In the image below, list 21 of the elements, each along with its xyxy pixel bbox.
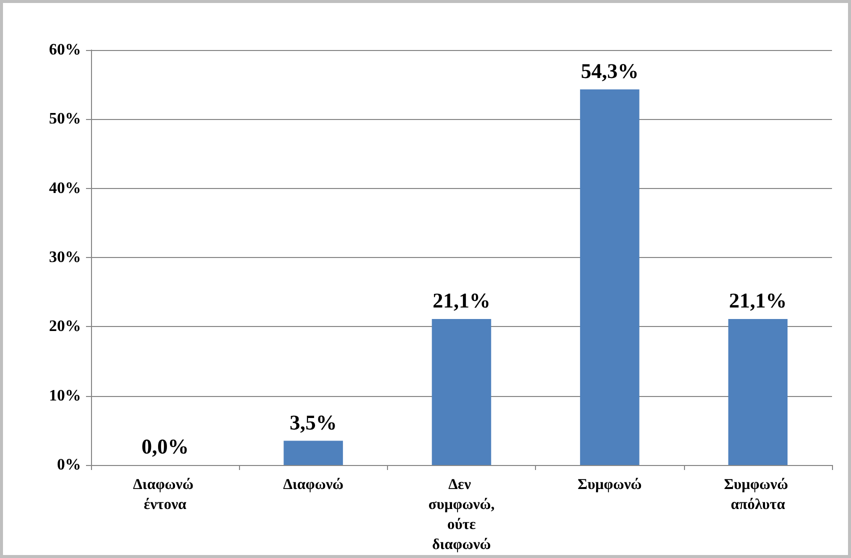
y-tick-label: 10% [49, 387, 81, 404]
y-tick-label: 40% [49, 180, 81, 197]
data-label: 54,3% [580, 58, 639, 83]
y-tick-label: 0% [57, 456, 81, 474]
data-label: 0,0% [141, 434, 189, 458]
y-tick-label: 30% [49, 249, 81, 266]
bar [284, 440, 343, 465]
x-tick-label: Διαφωνώ έντονα [133, 477, 198, 513]
y-tick-label: 50% [49, 110, 81, 128]
x-tick-label: Διαφωνώ [283, 477, 344, 493]
y-tick-label: 60% [49, 42, 81, 58]
bar [580, 89, 640, 465]
x-tick-label: Συμφωνώ [578, 477, 642, 493]
bar [432, 319, 492, 465]
data-label: 21,1% [432, 288, 490, 313]
y-tick-label: 20% [49, 318, 81, 336]
data-label: 3,5% [290, 410, 337, 434]
bar [728, 319, 788, 465]
x-tick-label: Συμφωνώ απόλυτα [724, 477, 792, 513]
data-label: 21,1% [729, 288, 787, 313]
x-tick-label: Δεν συμφωνώ, ούτε διαφωνώ [428, 477, 495, 553]
